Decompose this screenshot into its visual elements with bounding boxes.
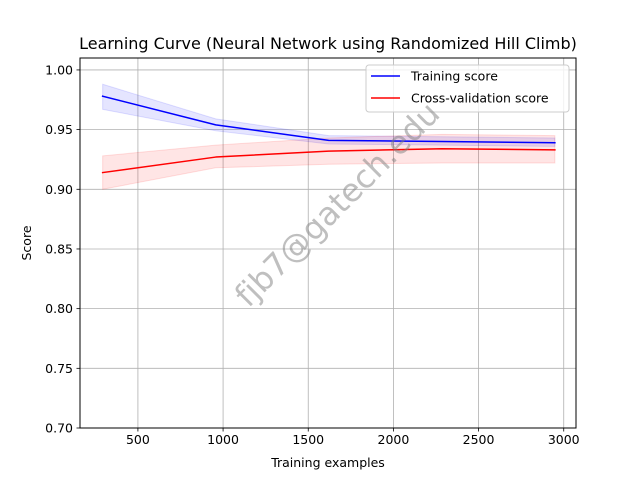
plot-frame bbox=[79, 57, 577, 429]
x-tick-label: 3000 bbox=[548, 432, 580, 447]
x-tick-label: 2500 bbox=[463, 432, 495, 447]
y-tick-label: 1.00 bbox=[45, 62, 73, 77]
x-axis-ticks: 500 1000 1500 2000 2500 3000 bbox=[126, 428, 580, 447]
legend-label-1: Cross-validation score bbox=[411, 91, 549, 106]
legend: Training score Cross-validation score bbox=[365, 64, 570, 113]
plot-area bbox=[80, 58, 576, 428]
y-axis-label: Score bbox=[19, 225, 34, 260]
y-tick-label: 0.95 bbox=[45, 122, 73, 137]
y-tick-label: 0.85 bbox=[45, 241, 73, 256]
confidence-band-0 bbox=[102, 83, 556, 147]
legend-frame bbox=[365, 64, 570, 113]
legend-entries: Training score Cross-validation score bbox=[371, 69, 549, 106]
y-tick-label: 0.90 bbox=[45, 182, 73, 197]
x-tick-label: 1500 bbox=[292, 432, 324, 447]
y-tick-label: 0.75 bbox=[45, 361, 73, 376]
x-tick-label: 2000 bbox=[378, 432, 410, 447]
y-tick-label: 0.70 bbox=[45, 421, 73, 436]
y-axis-ticks: 0.70 0.75 0.80 0.85 0.90 0.95 1.00 bbox=[45, 62, 80, 436]
chart-title: Learning Curve (Neural Network using Ran… bbox=[79, 34, 577, 53]
x-tick-label: 1000 bbox=[207, 432, 239, 447]
x-tick-label: 500 bbox=[126, 432, 150, 447]
legend-label-0: Training score bbox=[410, 69, 498, 84]
series-lines bbox=[101, 95, 556, 174]
x-axis-label: Training examples bbox=[270, 455, 385, 470]
y-tick-label: 0.80 bbox=[45, 301, 73, 316]
